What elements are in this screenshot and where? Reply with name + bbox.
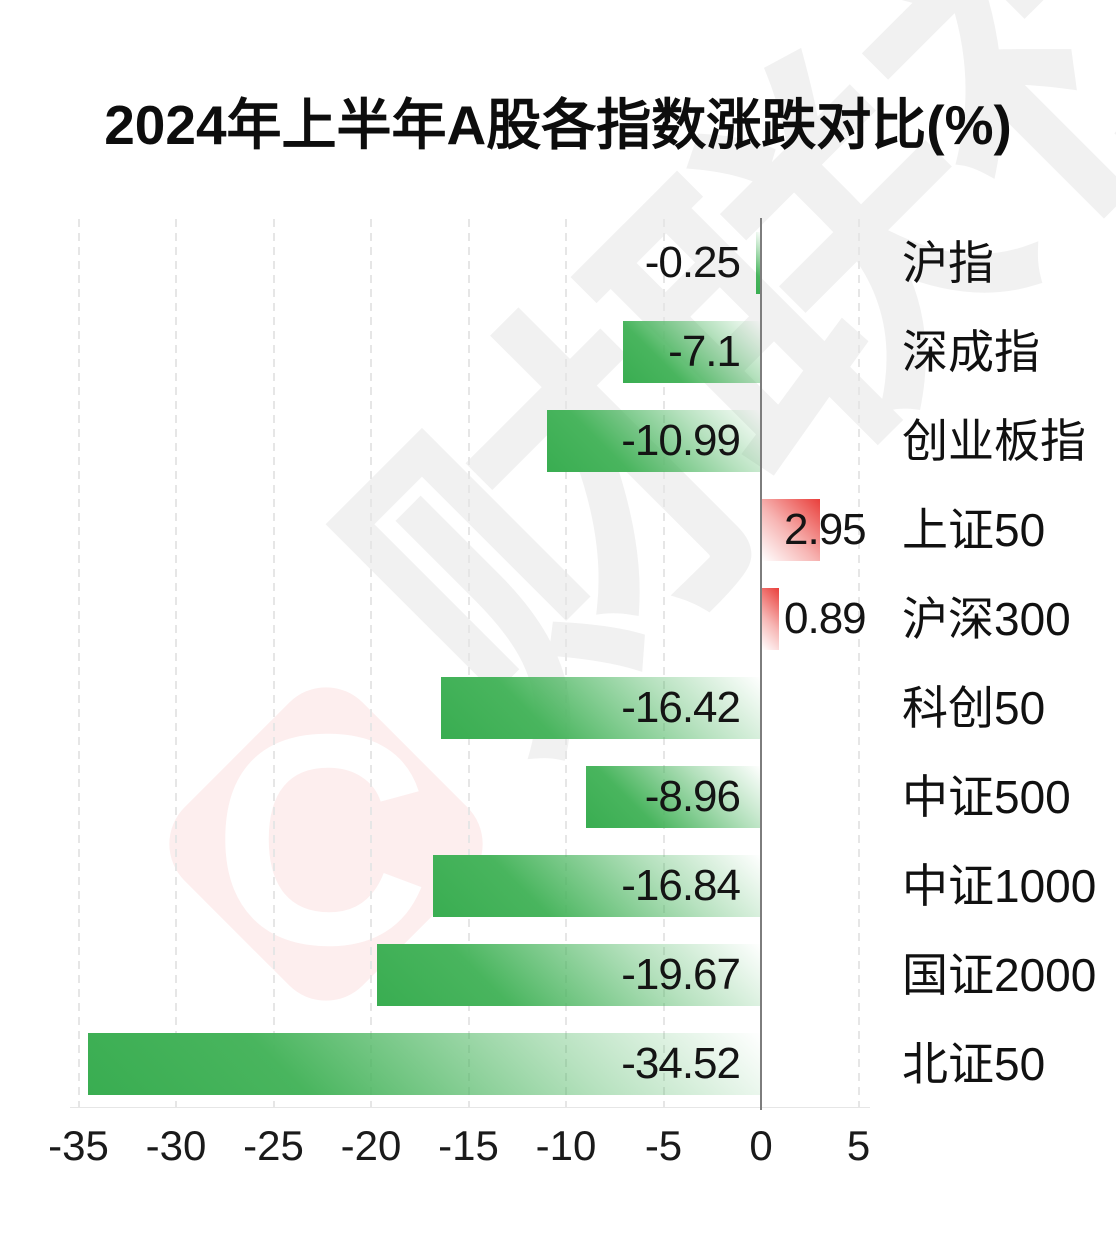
category-label: 上证50 bbox=[902, 504, 1046, 557]
value-label: -7.1 bbox=[668, 327, 741, 377]
bar bbox=[586, 765, 761, 828]
category-label: 中证500 bbox=[902, 770, 1071, 823]
value-label: 2.95 bbox=[784, 505, 867, 555]
chart-title: 2024年上半年A股各指数涨跌对比(%) bbox=[104, 94, 1012, 156]
category-label: 创业板指 bbox=[902, 415, 1086, 468]
x-tick-label: -35 bbox=[48, 1122, 109, 1169]
bar bbox=[377, 943, 761, 1006]
x-tick-label: 0 bbox=[749, 1122, 773, 1169]
value-label: -16.84 bbox=[621, 860, 741, 910]
bar bbox=[762, 499, 820, 562]
bar bbox=[756, 232, 761, 295]
gridline bbox=[857, 219, 860, 1108]
category-label: 沪深300 bbox=[902, 593, 1071, 646]
gridline bbox=[565, 219, 567, 1108]
gridline bbox=[272, 219, 275, 1108]
gridline bbox=[370, 219, 372, 1108]
gridline bbox=[175, 219, 177, 1108]
category-label: 中证1000 bbox=[902, 859, 1097, 912]
bar bbox=[432, 854, 761, 917]
value-label: -8.96 bbox=[644, 771, 741, 821]
value-label: -10.99 bbox=[621, 416, 741, 466]
x-tick-label: 5 bbox=[846, 1122, 871, 1169]
bar bbox=[440, 676, 761, 739]
x-tick-label: -15 bbox=[438, 1122, 499, 1169]
x-tick-label: -5 bbox=[644, 1122, 683, 1169]
category-label: 科创50 bbox=[902, 681, 1046, 734]
bar bbox=[87, 1032, 761, 1095]
category-label: 沪指 bbox=[902, 237, 994, 290]
bar bbox=[622, 321, 761, 384]
zero-axis-line bbox=[760, 218, 762, 1110]
value-label: -19.67 bbox=[621, 949, 741, 999]
gridline bbox=[77, 219, 80, 1108]
gridline bbox=[467, 219, 470, 1108]
value-label: -0.25 bbox=[644, 238, 741, 288]
gridline bbox=[662, 219, 665, 1108]
x-axis-line bbox=[70, 1107, 870, 1108]
bar bbox=[546, 410, 761, 473]
category-label: 国证2000 bbox=[902, 948, 1097, 1001]
value-label: -16.42 bbox=[621, 682, 741, 732]
x-tick-label: -10 bbox=[535, 1122, 597, 1169]
value-label: 0.89 bbox=[784, 594, 867, 644]
category-label: 深成指 bbox=[902, 326, 1040, 379]
category-label: 北证50 bbox=[902, 1037, 1046, 1090]
value-label: -34.52 bbox=[621, 1038, 741, 1088]
bar bbox=[762, 588, 780, 651]
x-tick-label: -30 bbox=[145, 1122, 207, 1169]
x-tick-label: -25 bbox=[243, 1122, 304, 1169]
x-tick-label: -20 bbox=[340, 1122, 402, 1169]
